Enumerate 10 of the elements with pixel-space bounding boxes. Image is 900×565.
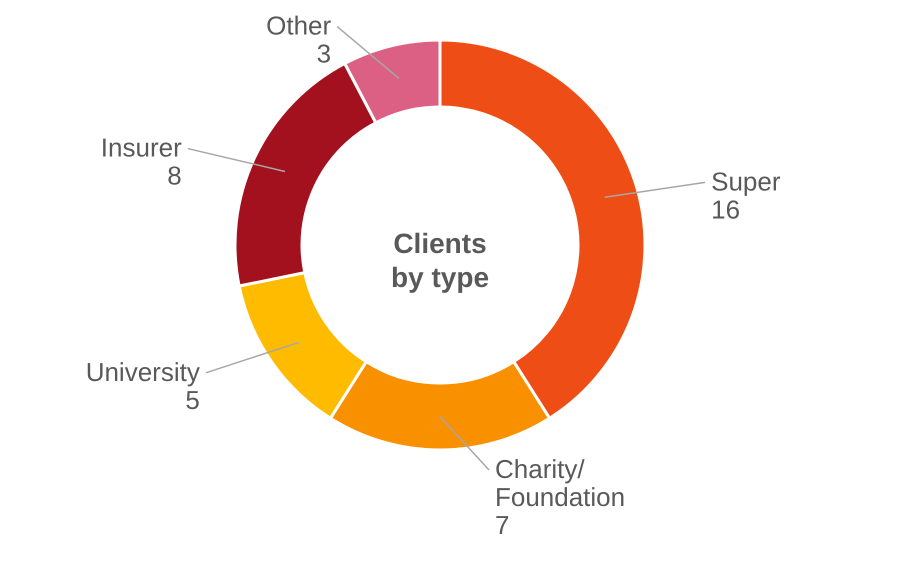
slice-label: University [86, 356, 200, 387]
data-label: 16 [711, 194, 740, 224]
data-label: 8 [167, 160, 182, 191]
slice-label: Other [266, 10, 332, 41]
slice-label: Insurer [100, 132, 182, 163]
slice-label: Super [711, 166, 781, 196]
slice-label: Charity/Foundation [495, 454, 626, 512]
text: Clients by type [390, 228, 490, 293]
data-label: 3 [316, 38, 332, 69]
data-label: 7 [495, 510, 510, 540]
